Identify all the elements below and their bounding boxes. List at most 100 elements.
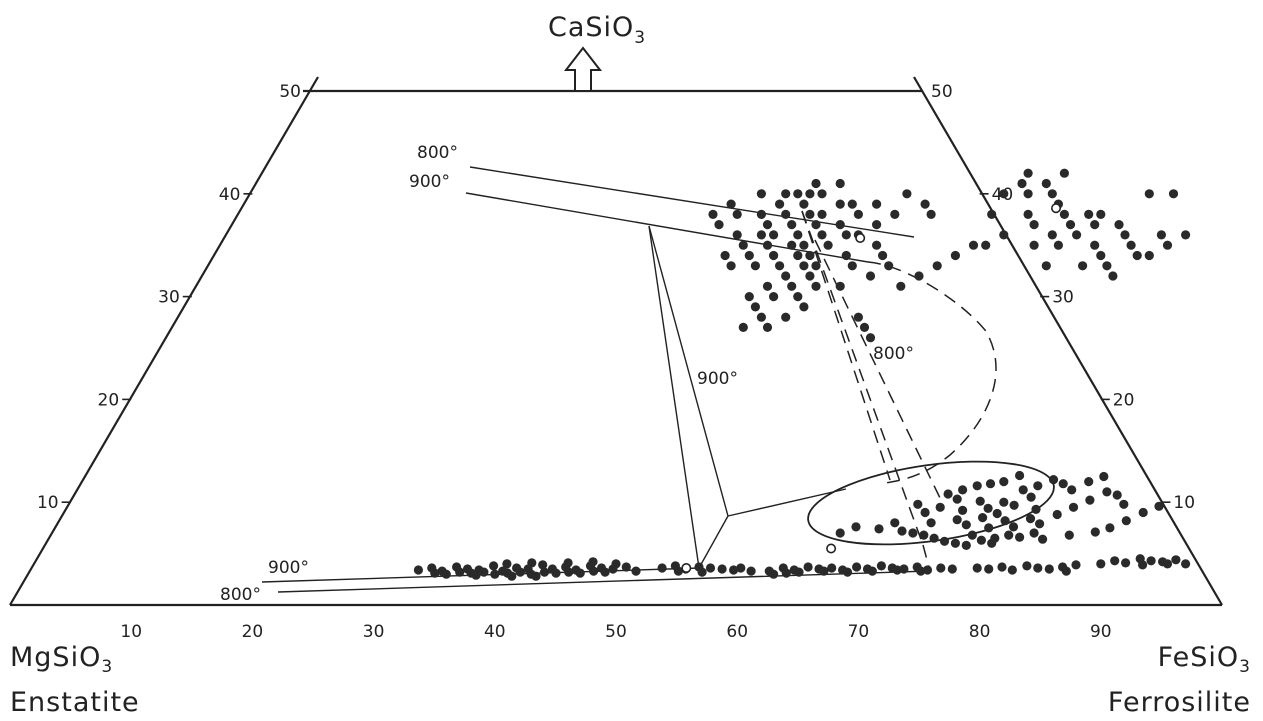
- data-point: [1022, 561, 1032, 571]
- data-point: [799, 199, 809, 209]
- data-point: [936, 563, 946, 573]
- data-point: [756, 230, 767, 240]
- data-point: [1041, 261, 1051, 271]
- data-point: [726, 199, 736, 209]
- data-point: [865, 271, 876, 281]
- data-point: [490, 569, 500, 579]
- left-axis: [9, 76, 319, 606]
- data-point: [1108, 271, 1118, 281]
- data-point: [1096, 559, 1106, 569]
- data-point: [999, 477, 1009, 487]
- data-point: [896, 281, 906, 291]
- data-point: [781, 209, 791, 219]
- data-point: [872, 220, 882, 230]
- data-point: [913, 499, 923, 509]
- right-axis: [913, 76, 1223, 606]
- ferrosilite-formula: FeSiO: [1157, 642, 1240, 673]
- data-point: [756, 189, 767, 199]
- data-point: [874, 524, 884, 534]
- data-point: [1033, 481, 1043, 491]
- upper-900-line: [465, 192, 869, 263]
- data-point: [803, 562, 813, 572]
- data-point: [1047, 230, 1057, 240]
- data-point: [787, 220, 797, 230]
- bottom-tick-label: 30: [363, 622, 385, 642]
- data-point: [935, 502, 945, 512]
- data-point: [769, 230, 779, 240]
- data-point: [919, 530, 929, 540]
- dashed-tie-line: [801, 210, 924, 546]
- data-point: [738, 240, 748, 250]
- data-point: [908, 528, 918, 538]
- data-point: [1029, 220, 1039, 230]
- data-point: [805, 250, 815, 261]
- data-point: [1084, 209, 1094, 219]
- data-point: [835, 199, 845, 209]
- data-point: [867, 566, 877, 576]
- data-point: [1015, 532, 1025, 542]
- data-point: [502, 559, 512, 569]
- data-point: [1112, 490, 1122, 500]
- data-point: [1048, 475, 1059, 485]
- data-point: [1004, 530, 1014, 540]
- data-point: [1023, 168, 1033, 178]
- right-corner-label: FeSiO3 Ferrosilite: [1108, 640, 1251, 721]
- data-point: [781, 189, 791, 199]
- data-point: [859, 322, 870, 332]
- data-point: [1162, 240, 1173, 250]
- data-point: [515, 567, 525, 577]
- data-point: [1059, 209, 1069, 219]
- data-point: [750, 261, 761, 271]
- data-point: [876, 561, 887, 571]
- left-ticks: 10 20 30 40 50: [37, 82, 301, 513]
- data-point: [527, 558, 537, 568]
- data-point: [920, 199, 930, 209]
- data-point: [1059, 168, 1069, 178]
- data-point: [1144, 189, 1154, 199]
- data-point: [1110, 556, 1120, 566]
- tie-line: [698, 515, 729, 569]
- right-tick-label: 30: [1052, 288, 1074, 308]
- data-point: [575, 568, 585, 578]
- data-point: [726, 261, 736, 271]
- tie-line: [727, 488, 847, 517]
- left-tick-label: 20: [98, 390, 120, 410]
- bottom-tick-label: 60: [726, 622, 748, 642]
- data-point: [983, 503, 993, 513]
- upper-900-label: 900°: [409, 172, 450, 192]
- data-point: [793, 189, 803, 199]
- data-point: [847, 199, 857, 209]
- data-point: [950, 538, 961, 548]
- data-point: [793, 230, 803, 240]
- triangle-800: [801, 210, 941, 572]
- data-point: [987, 538, 997, 548]
- data-point: [819, 566, 829, 576]
- data-point: [852, 562, 862, 572]
- data-point: [999, 189, 1009, 199]
- data-point: [799, 240, 809, 250]
- data-point: [1078, 261, 1088, 271]
- data-point: [673, 566, 684, 576]
- data-point: [611, 559, 621, 569]
- data-point: [793, 250, 803, 261]
- data-point: [958, 485, 968, 495]
- data-point: [631, 566, 641, 576]
- data-point: [890, 518, 900, 528]
- data-point: [744, 292, 754, 302]
- data-point: [1033, 563, 1043, 573]
- data-point: [563, 558, 573, 568]
- right-tick-label: 20: [1113, 390, 1135, 410]
- data-point: [853, 312, 864, 322]
- bottom-tick-label: 70: [848, 622, 870, 642]
- data-point: [781, 568, 791, 578]
- data-point: [1171, 555, 1181, 565]
- data-point: [1156, 230, 1166, 240]
- arrow-up-icon: [563, 46, 603, 92]
- data-point: [775, 261, 785, 271]
- data-point: [929, 533, 939, 543]
- triangle-900-label: 900°: [697, 369, 738, 389]
- data-point: [1029, 240, 1039, 250]
- data-point: [976, 535, 987, 545]
- data-point: [975, 496, 985, 506]
- data-point: [1035, 519, 1045, 529]
